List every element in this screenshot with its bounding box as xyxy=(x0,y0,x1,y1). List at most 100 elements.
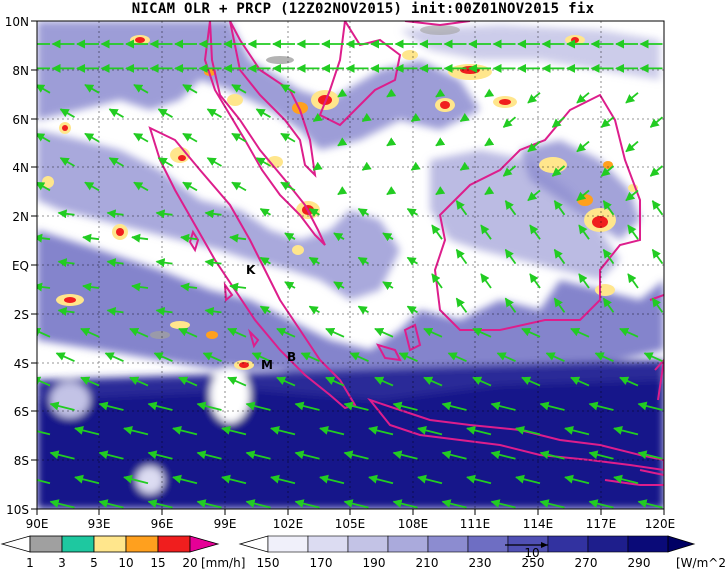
wind-vector-arrow xyxy=(484,88,495,98)
wind-vector-arrow xyxy=(564,474,590,485)
precip-tick-label: 10 xyxy=(118,556,133,570)
wind-vector-arrow xyxy=(178,376,198,387)
olr-field xyxy=(37,21,664,509)
y-tick-label: 2N xyxy=(12,210,29,224)
wind-vector-arrow xyxy=(129,327,149,338)
wind-vector-arrow xyxy=(435,137,446,147)
wind-vector-arrow xyxy=(398,352,418,363)
wind-vector-arrow xyxy=(155,258,173,268)
wind-vector-arrow xyxy=(374,376,394,387)
olr-color-swatch xyxy=(467,535,509,553)
y-tick-label: 4N xyxy=(12,161,29,175)
olr-color-swatch xyxy=(427,535,469,553)
wind-vector-arrow xyxy=(131,233,149,243)
wind-vector-arrow xyxy=(392,401,418,411)
wind-vector-arrow xyxy=(147,450,173,460)
wind-vector-arrow xyxy=(98,401,124,411)
wind-vector-arrow xyxy=(280,181,296,192)
olr-tick-label: 150 xyxy=(257,556,280,570)
wind-vector-arrow xyxy=(435,88,446,98)
x-tick-label: 117E xyxy=(586,517,617,531)
wind-vector-arrow xyxy=(80,327,100,338)
wind-vector-arrow xyxy=(270,474,296,485)
wind-vector-arrow xyxy=(576,92,590,104)
wind-vector-arrow xyxy=(431,273,443,289)
wind-vector-arrow xyxy=(410,161,421,171)
precip-cells xyxy=(42,25,638,370)
olr-tick-label: 190 xyxy=(363,556,386,570)
wind-vector-arrow xyxy=(406,256,418,266)
wind-vector-arrow xyxy=(155,306,173,316)
olr-color-swatch xyxy=(307,535,349,553)
wind-vector-arrow xyxy=(227,327,247,338)
wind-vector-arrow xyxy=(319,425,345,436)
precip-colorbar: 1 3 5 10 15 20 [mm/h] xyxy=(0,535,245,570)
wind-vector-arrow xyxy=(553,200,566,216)
x-tick-label: 93E xyxy=(88,517,111,531)
wind-vector-arrow xyxy=(74,474,100,485)
wind-vector-arrow xyxy=(455,200,468,216)
wind-vector-arrow xyxy=(84,181,100,192)
wind-vector-arrow xyxy=(276,327,296,338)
wind-vector-arrow xyxy=(157,108,173,118)
wind-vector-arrow xyxy=(625,92,639,104)
y-tick-label: 6N xyxy=(12,113,29,127)
wind-vector-arrow xyxy=(637,450,663,460)
precip-tick-label: 15 xyxy=(150,556,165,570)
wind-vector-arrow xyxy=(37,479,51,485)
olr-tick-label: 250 xyxy=(522,556,545,570)
y-tick-label: 8S xyxy=(14,454,29,468)
wind-vector-arrow xyxy=(521,327,541,338)
wind-vector-arrow xyxy=(245,450,271,460)
wind-vector-arrow xyxy=(294,499,320,509)
map-title: NICAM OLR + PRCP (12Z02NOV2015) init:00Z… xyxy=(131,1,595,17)
wind-vector-arrow xyxy=(153,352,173,363)
wind-vector-arrow xyxy=(245,499,271,509)
wind-vector-arrow xyxy=(251,352,271,363)
wind-vector-arrow xyxy=(594,352,614,363)
wind-vector-arrow xyxy=(361,112,372,122)
wind-vector-arrow xyxy=(637,499,663,509)
wind-vector-arrow xyxy=(255,157,271,167)
olr-tick-label: 270 xyxy=(575,556,598,570)
wind-vector-arrow xyxy=(490,450,516,460)
wind-vector-arrow xyxy=(147,499,173,509)
x-axis-labels: 90E 93E 96E 99E 102E 105E 108E 111E 114E… xyxy=(26,517,676,531)
wind-vector-arrow xyxy=(392,499,418,509)
wind-vector-arrow xyxy=(343,450,369,460)
wind-vector-arrow xyxy=(343,401,369,411)
wind-vector-arrow xyxy=(172,425,198,436)
wind-vector-arrow xyxy=(651,200,664,216)
wind-vector-arrow xyxy=(37,327,51,338)
wind-vector-arrow xyxy=(431,224,443,240)
wind-vector-arrow xyxy=(325,376,345,387)
wind-vector-arrow xyxy=(270,425,296,436)
olr-tick-label: 290 xyxy=(628,556,651,570)
y-tick-label: 6S xyxy=(14,405,29,419)
wind-vector-arrow xyxy=(527,140,541,153)
wind-vector-arrow xyxy=(455,248,468,265)
olr-colorbar-high-end xyxy=(667,535,696,553)
precip-color-swatch xyxy=(61,535,95,553)
precip-color-swatch xyxy=(93,535,127,553)
wind-vector-arrow xyxy=(49,499,75,509)
wind-vector-arrow xyxy=(182,84,198,94)
wind-vector-arrow xyxy=(82,233,100,243)
y-tick-label: 4S xyxy=(14,357,29,371)
wind-vector-arrow xyxy=(294,450,320,460)
wind-vector-arrow xyxy=(308,256,320,266)
wind-vector-arrow xyxy=(490,401,516,411)
wind-vector-arrow xyxy=(625,140,639,153)
wind-vector-arrow xyxy=(57,209,75,219)
wind-vector-arrow xyxy=(539,450,565,460)
wind-vector-arrow xyxy=(459,112,470,122)
wind-vector-arrow xyxy=(600,165,615,177)
wind-vector-arrow xyxy=(259,208,271,217)
wind-vector-arrow xyxy=(312,161,323,171)
wind-vector-arrow xyxy=(280,132,296,143)
wind-vector-arrow xyxy=(627,224,639,240)
wind-vector-arrow xyxy=(108,157,124,167)
olr-unit-label: [W/m^2] xyxy=(676,556,726,570)
x-tick-label: 99E xyxy=(214,517,237,531)
wind-vector-arrow xyxy=(196,499,222,509)
